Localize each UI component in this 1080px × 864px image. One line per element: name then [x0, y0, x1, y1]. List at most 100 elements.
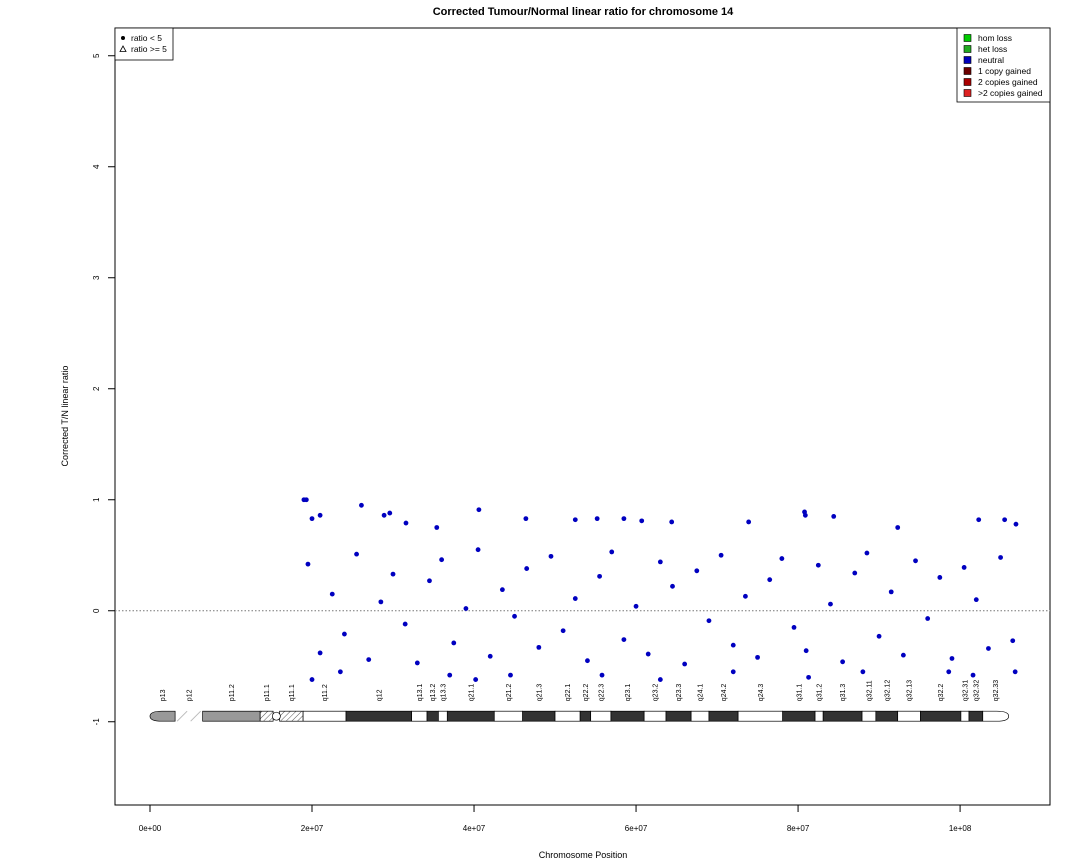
data-point — [682, 661, 688, 667]
ideogram-band — [426, 710, 439, 722]
legend-box — [114, 27, 174, 61]
data-point — [572, 517, 578, 523]
data-point — [309, 516, 315, 522]
legend-label: 2 copies gained — [978, 77, 1038, 87]
ideogram-band — [579, 710, 592, 722]
data-point — [791, 625, 797, 630]
band-label: q32.2 — [938, 684, 945, 702]
data-point — [524, 566, 530, 571]
ideogram-band — [202, 710, 261, 722]
data-point — [427, 578, 432, 584]
band-label: p12 — [186, 689, 193, 701]
ideogram-band — [875, 710, 899, 722]
data-point — [743, 593, 748, 599]
data-point — [342, 631, 347, 637]
legend-label: het loss — [978, 44, 1007, 54]
data-point — [706, 618, 712, 624]
data-point — [970, 672, 976, 678]
band-label: q31.2 — [817, 684, 824, 702]
ideogram-band — [610, 710, 645, 722]
y-tick-label: 4 — [92, 164, 101, 169]
data-point — [730, 642, 736, 648]
data-point — [949, 656, 955, 661]
data-point — [670, 583, 675, 589]
legend-swatch — [963, 67, 972, 75]
ideogram-band — [590, 710, 612, 722]
data-point — [337, 669, 343, 675]
band-label: q21.2 — [506, 684, 513, 702]
ideogram-band — [302, 710, 347, 722]
data-point — [560, 628, 566, 634]
legend-label: ratio >= 5 — [131, 44, 167, 54]
data-point — [815, 562, 821, 568]
band-label: q32.32 — [973, 680, 980, 702]
band-label: q12 — [376, 689, 383, 701]
data-point — [803, 648, 809, 654]
data-point — [499, 587, 505, 593]
band-label: q24.3 — [758, 684, 765, 702]
data-point — [639, 518, 645, 524]
ideogram-band — [411, 710, 428, 722]
data-point — [860, 669, 866, 675]
legend-swatch — [963, 78, 972, 86]
ideogram-band — [446, 710, 495, 722]
x-tick-label: 2e+07 — [301, 824, 324, 833]
legend-label: ratio < 5 — [131, 33, 162, 43]
band-label: q32.13 — [907, 680, 914, 702]
data-point — [888, 589, 894, 595]
data-point — [1012, 669, 1018, 675]
chart-title: Corrected Tumour/Normal linear ratio for… — [433, 6, 734, 18]
data-point — [354, 551, 359, 557]
data-point — [475, 547, 481, 553]
band-label: q23.1 — [625, 684, 632, 702]
data-point — [609, 549, 615, 555]
data-point — [657, 677, 663, 682]
data-point — [451, 640, 457, 646]
data-point — [1010, 638, 1016, 644]
data-point — [434, 525, 440, 530]
band-label: q22.2 — [583, 684, 590, 702]
data-point — [718, 552, 724, 558]
data-point — [913, 558, 918, 564]
legend-label: hom loss — [978, 33, 1012, 43]
band-label: q13.2 — [430, 684, 437, 702]
y-axis-label: Corrected T/N linear ratio — [60, 366, 70, 467]
data-point — [946, 669, 952, 675]
data-point — [414, 660, 420, 666]
band-label: p11.1 — [264, 684, 271, 701]
data-point — [523, 516, 529, 522]
ideogram-band — [554, 710, 581, 722]
data-point — [746, 519, 752, 525]
y-tick-label: 2 — [92, 386, 101, 391]
y-tick-label: -1 — [92, 718, 101, 726]
data-point — [767, 577, 773, 583]
data-point — [305, 561, 311, 567]
x-tick-label: 4e+07 — [463, 824, 486, 833]
data-point — [828, 601, 833, 607]
data-point — [895, 525, 901, 530]
band-label: q24.1 — [698, 684, 705, 702]
band-label: q21.1 — [468, 684, 475, 702]
data-point — [572, 596, 578, 601]
legend-symbol — [119, 45, 127, 52]
data-point — [487, 653, 493, 659]
data-point — [402, 621, 408, 627]
legend-swatch — [963, 56, 972, 64]
data-point — [621, 516, 627, 522]
ideogram-band — [149, 710, 176, 722]
band-label: q23.2 — [653, 684, 660, 702]
data-point — [802, 512, 808, 518]
ideogram-band — [522, 710, 556, 722]
ideogram: p13 p12 p11.2 p11.1 q11.1 q11.2 q12 q13.1 q13.2 q… — [149, 680, 1010, 722]
data-point — [986, 646, 991, 651]
legend-swatch — [963, 89, 972, 97]
x-tick-label: 6e+07 — [625, 824, 648, 833]
ideogram-band — [814, 710, 824, 722]
data-point — [508, 672, 513, 678]
band-label: p13 — [160, 689, 167, 701]
data-point — [694, 568, 700, 574]
plot-frame — [114, 27, 1051, 806]
ideogram-band — [690, 710, 710, 722]
